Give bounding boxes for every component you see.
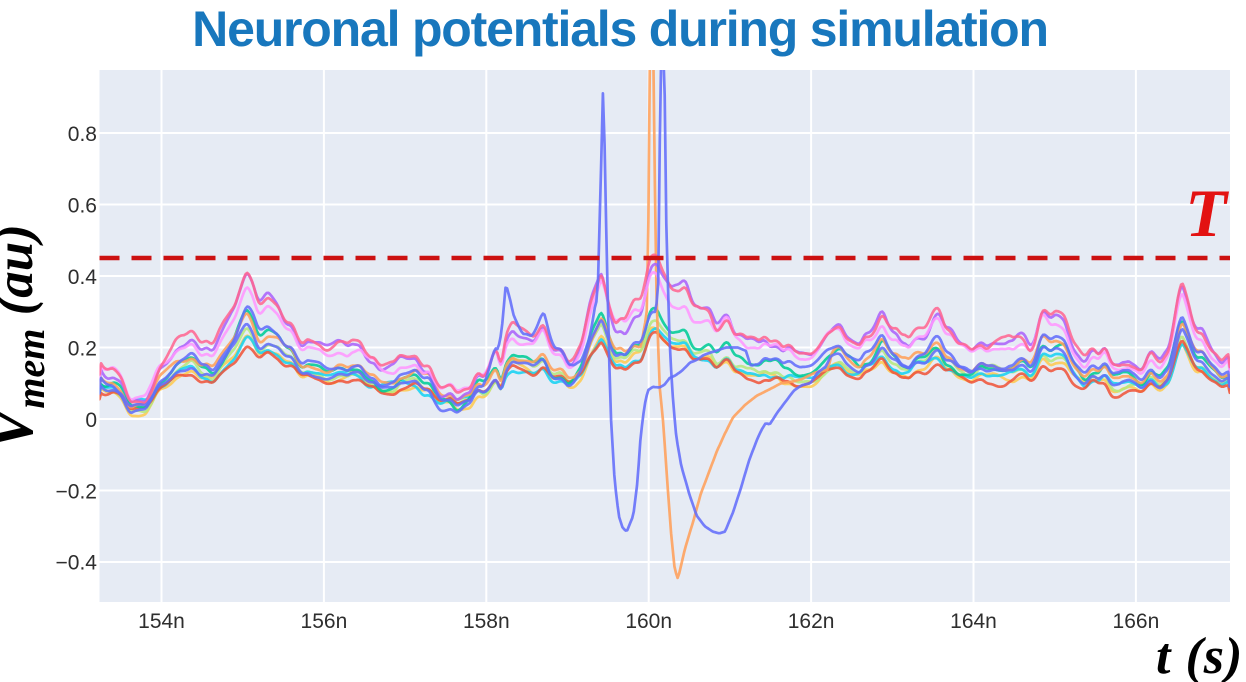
svg-text:154n: 154n (138, 610, 185, 633)
svg-text:t (s): t (s) (1156, 628, 1243, 682)
svg-text:T: T (1185, 175, 1229, 251)
svg-text:−0.4: −0.4 (56, 552, 98, 575)
svg-text:0.4: 0.4 (68, 266, 98, 289)
svg-text:162n: 162n (788, 610, 835, 633)
svg-text:156n: 156n (301, 610, 348, 633)
svg-text:166n: 166n (1113, 610, 1160, 633)
svg-text:0.8: 0.8 (68, 123, 97, 146)
svg-text:164n: 164n (950, 610, 997, 633)
svg-text:Neuronal potentials during sim: Neuronal potentials during simulation (192, 1, 1048, 57)
svg-text:158n: 158n (463, 610, 510, 633)
svg-text:−0.2: −0.2 (56, 481, 97, 504)
svg-text:Vmem (au): Vmem (au) (0, 224, 53, 450)
svg-text:0.6: 0.6 (68, 195, 97, 218)
svg-text:160n: 160n (625, 610, 672, 633)
svg-text:0: 0 (85, 409, 97, 432)
svg-text:0.2: 0.2 (68, 338, 97, 361)
